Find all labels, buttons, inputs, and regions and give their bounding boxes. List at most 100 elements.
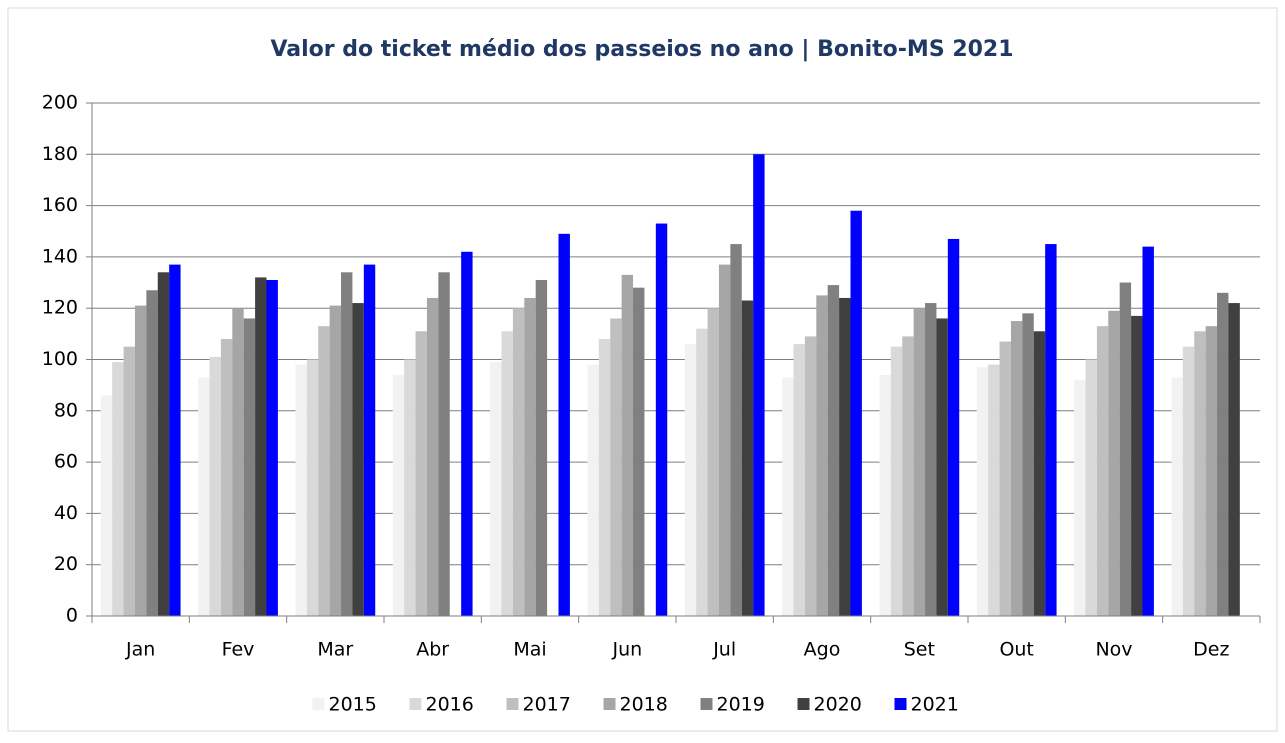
legend-label: 2019	[717, 694, 765, 716]
bar	[461, 251, 473, 616]
bar	[558, 233, 570, 616]
y-tick-label: 120	[42, 297, 78, 319]
legend-swatch	[409, 698, 422, 710]
bar	[707, 308, 719, 616]
legend-swatch	[700, 698, 713, 710]
x-tick-label: Set	[904, 639, 935, 661]
chart-title: Valor do ticket médio dos passeios no an…	[270, 37, 1013, 62]
bar	[438, 272, 450, 616]
y-tick-label: 160	[42, 194, 78, 216]
bar	[1217, 292, 1229, 616]
bar	[684, 344, 697, 616]
x-tick-label: Jan	[125, 639, 155, 661]
bar	[112, 362, 124, 616]
bar	[879, 374, 891, 616]
bar	[902, 336, 914, 616]
bar	[976, 367, 989, 616]
x-tick-label: Fev	[222, 639, 255, 661]
bar	[209, 356, 221, 616]
bar	[100, 395, 113, 616]
legend-label: 2021	[911, 694, 959, 716]
bar	[1228, 303, 1240, 616]
bar	[839, 297, 851, 616]
legend-label: 2015	[329, 694, 377, 716]
bar	[392, 374, 405, 616]
bar	[123, 346, 135, 616]
bar	[329, 305, 342, 616]
x-tick-label: Jun	[611, 639, 642, 661]
bar	[1045, 244, 1057, 616]
y-tick-label: 0	[66, 605, 78, 627]
x-tick-label: Abr	[416, 639, 449, 661]
bar	[793, 344, 805, 616]
bar	[947, 238, 960, 616]
bar	[1010, 321, 1023, 616]
bar	[363, 264, 376, 616]
bar	[146, 290, 158, 616]
legend-swatch	[797, 698, 810, 710]
bar	[655, 223, 668, 616]
bar	[850, 210, 862, 617]
bar	[169, 264, 181, 616]
bar	[1194, 331, 1206, 616]
x-tick-label: Jul	[712, 639, 736, 661]
y-tick-label: 40	[54, 502, 78, 524]
bar	[925, 303, 937, 616]
y-tick-label: 20	[54, 553, 78, 575]
bar	[1171, 377, 1183, 616]
bar	[255, 277, 267, 616]
bar	[232, 308, 244, 616]
bar	[804, 336, 817, 616]
bar	[988, 364, 1000, 616]
legend-label: 2017	[523, 694, 571, 716]
legend-swatch	[312, 698, 325, 710]
bar	[587, 364, 599, 616]
bar	[426, 297, 439, 616]
bar	[1074, 380, 1086, 616]
bar	[999, 341, 1011, 616]
legend-label: 2020	[814, 694, 862, 716]
bar	[341, 272, 353, 616]
bar	[524, 297, 536, 616]
bar	[1085, 359, 1097, 616]
bar	[157, 272, 170, 616]
y-tick-label: 80	[54, 399, 78, 421]
bar	[501, 331, 513, 616]
bar	[134, 305, 147, 616]
bar	[1033, 331, 1046, 616]
x-tick-label: Dez	[1193, 639, 1229, 661]
bar	[198, 377, 210, 616]
bar	[730, 244, 742, 616]
bar	[741, 300, 754, 616]
legend-swatch	[894, 698, 907, 710]
y-tick-label: 60	[54, 451, 78, 473]
bar	[1142, 246, 1154, 616]
legend-label: 2018	[620, 694, 668, 716]
y-tick-label: 200	[42, 92, 78, 114]
bar	[404, 359, 416, 616]
bar	[718, 264, 731, 616]
bar	[512, 308, 525, 616]
legend-label: 2016	[426, 694, 474, 716]
bar	[753, 154, 765, 617]
bar	[352, 303, 364, 616]
bar	[1205, 326, 1218, 616]
bar	[936, 318, 948, 616]
bar	[1108, 310, 1120, 616]
bar	[318, 326, 330, 616]
bar	[1096, 326, 1109, 616]
y-tick-label: 180	[42, 143, 78, 165]
bar	[1119, 282, 1132, 616]
bar	[295, 364, 307, 616]
bar	[220, 338, 233, 616]
bar	[243, 318, 256, 616]
bar	[913, 308, 926, 616]
bar	[490, 362, 502, 616]
bar	[598, 338, 611, 616]
bar	[621, 274, 634, 616]
bar	[890, 346, 903, 616]
legend-swatch	[603, 698, 616, 710]
bar	[696, 328, 708, 616]
x-tick-label: Out	[999, 639, 1033, 661]
